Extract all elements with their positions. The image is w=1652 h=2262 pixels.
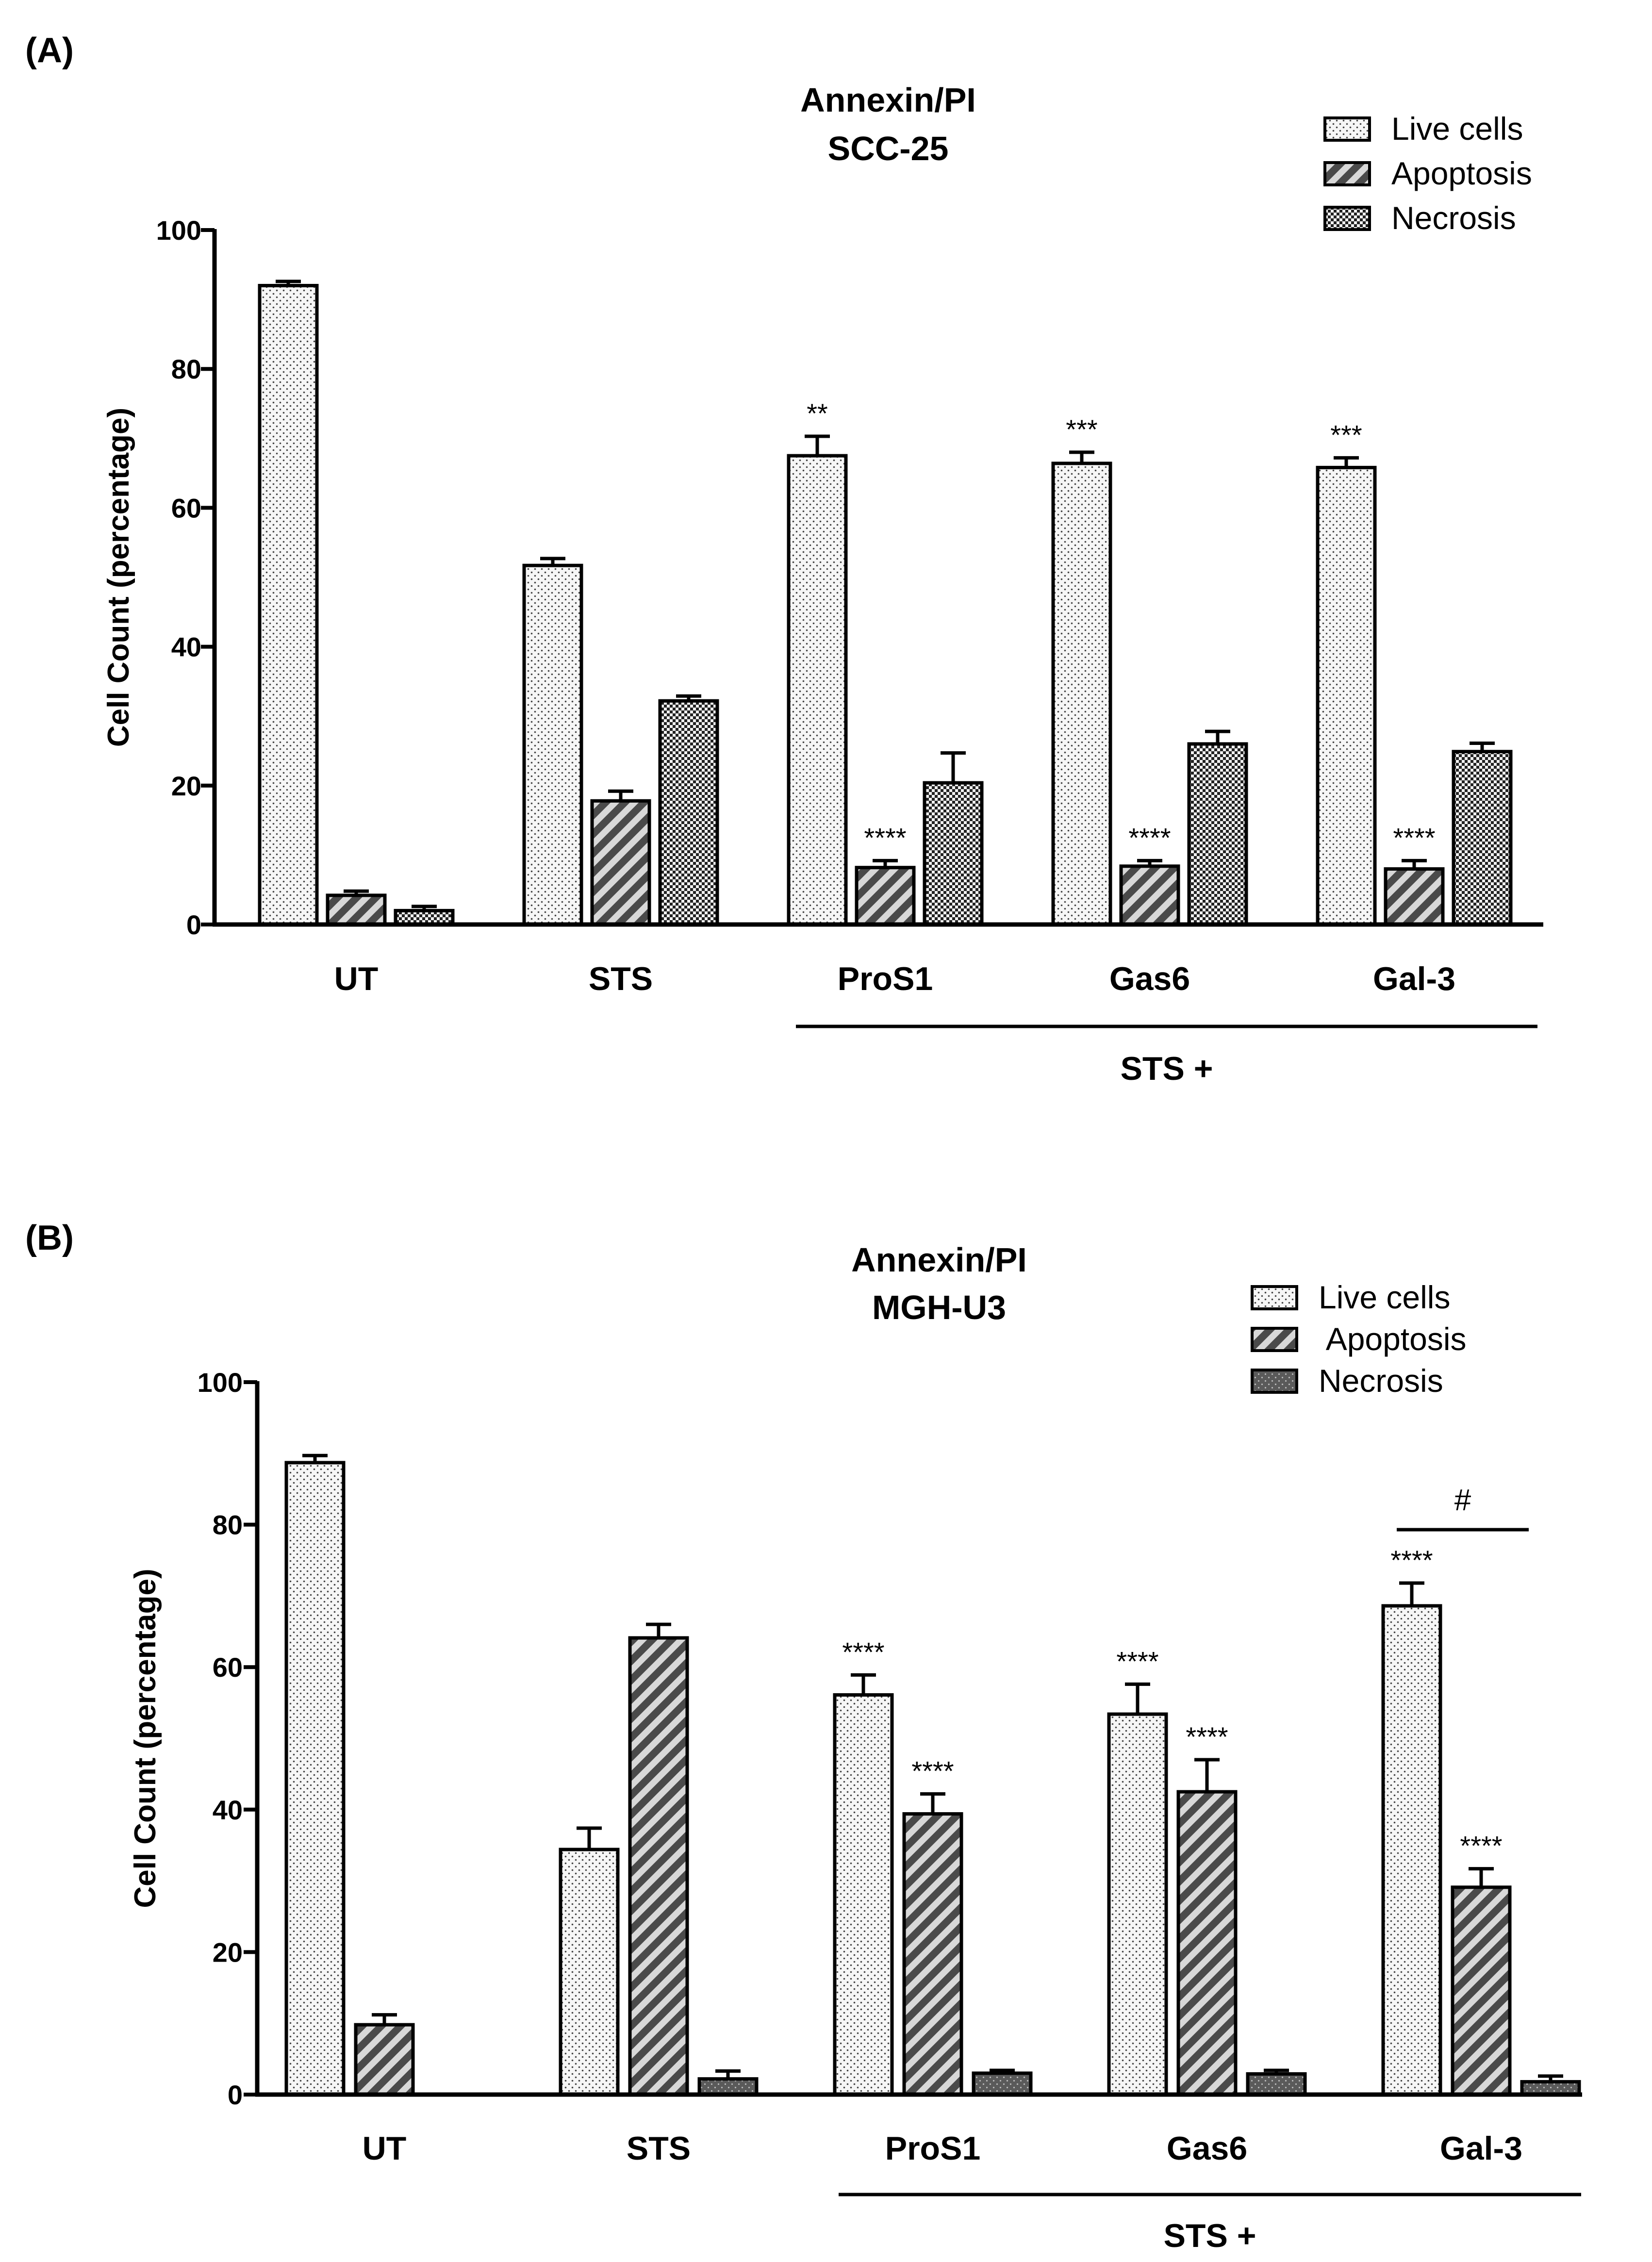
- x-tick-label: Gas6: [1109, 960, 1190, 997]
- bar-checker-Gal-3: [1452, 750, 1513, 926]
- significance-marker: ****: [1116, 1646, 1158, 1676]
- bar-dots-Gas6: [1051, 462, 1112, 926]
- legend-swatch: [1323, 116, 1371, 142]
- panel-label: (A): [25, 31, 74, 70]
- bar-diagonal-stripes-UT: [354, 2023, 415, 2097]
- bar-checker-Gas6: [1187, 742, 1248, 926]
- bar-dots-Gal-3: [1381, 1604, 1442, 2097]
- significance-marker: **: [807, 398, 828, 429]
- legend-label: Apoptosis: [1319, 1321, 1467, 1357]
- significance-marker: ***: [1066, 414, 1097, 445]
- x-tick-label: Gal-3: [1440, 2130, 1522, 2167]
- significance-marker: ****: [1393, 822, 1435, 853]
- x-tick-label: ProS1: [838, 960, 933, 997]
- legend-label: Necrosis: [1319, 1363, 1443, 1399]
- panel-label: (B): [25, 1219, 74, 1257]
- bar-dots-STS: [559, 1848, 620, 2097]
- x-tick-label: UT: [363, 2130, 407, 2167]
- y-tick-label: 0: [228, 2080, 243, 2110]
- legend-swatch: [1251, 1327, 1298, 1352]
- significance-marker: ***: [1330, 419, 1362, 450]
- bar-dots-STS: [522, 563, 583, 926]
- y-tick-label: 100: [198, 1367, 243, 1398]
- legend-swatch: [1251, 1369, 1298, 1394]
- bar-dots-Gas6: [1107, 1712, 1168, 2097]
- legend-label: Live cells: [1319, 1279, 1450, 1315]
- group-bracket-label: STS +: [1164, 2217, 1256, 2254]
- legend-label: Apoptosis: [1391, 155, 1532, 191]
- group-bracket-label: STS +: [1121, 1050, 1213, 1087]
- bar-diagonal-stripes-Gas6: [1176, 1790, 1238, 2097]
- bar-dark-dots-Gas6: [1246, 2072, 1307, 2097]
- chart-title: Annexin/PI: [800, 81, 976, 119]
- significance-marker: ****: [1460, 1831, 1502, 1861]
- legend-swatch: [1323, 161, 1371, 186]
- bar-diagonal-stripes-ProS1: [902, 1812, 963, 2097]
- x-tick-label: ProS1: [885, 2130, 981, 2167]
- panel-a-chart: (A) Annexin/PI SCC-25 0 20 40 60 80 100 Cell Coun…: [25, 31, 1543, 1087]
- legend-swatch: [1251, 1285, 1298, 1310]
- bar-checker-STS: [658, 699, 719, 926]
- bar-diagonal-stripes-ProS1: [855, 866, 916, 926]
- significance-marker: ****: [1128, 822, 1171, 853]
- chart-subtitle: MGH-U3: [872, 1288, 1006, 1326]
- significance-marker: ****: [911, 1756, 954, 1786]
- chart-subtitle: SCC-25: [828, 130, 949, 167]
- bar-checker-ProS1: [923, 781, 984, 926]
- bar-diagonal-stripes-Gal-3: [1451, 1885, 1512, 2097]
- bar-dots-UT: [258, 283, 319, 926]
- bar-dots-ProS1: [787, 454, 848, 926]
- x-tick-label: Gas6: [1167, 2130, 1247, 2167]
- y-tick-label: 0: [186, 909, 201, 940]
- bar-diagonal-stripes-Gal-3: [1384, 867, 1445, 926]
- chart-title: Annexin/PI: [851, 1241, 1027, 1279]
- y-tick-label: 80: [171, 354, 201, 384]
- significance-marker: ****: [842, 1636, 884, 1667]
- y-tick-label: 100: [156, 215, 201, 246]
- significance-marker: ****: [1390, 1545, 1433, 1575]
- significance-marker: ****: [864, 822, 906, 853]
- legend-label: Live cells: [1391, 111, 1523, 147]
- bar-dark-dots-ProS1: [972, 2071, 1033, 2097]
- y-axis-label: Cell Count (percentage): [129, 1569, 162, 1908]
- x-tick-label: STS: [627, 2130, 691, 2167]
- bar-dots-Gal-3: [1316, 465, 1377, 926]
- x-tick-label: UT: [334, 960, 379, 997]
- y-tick-label: 40: [171, 632, 201, 662]
- x-tick-label: Gal-3: [1373, 960, 1455, 997]
- y-tick-label: 60: [213, 1652, 243, 1683]
- comparison-marker: #: [1454, 1484, 1471, 1517]
- x-tick-label: STS: [589, 960, 653, 997]
- y-tick-label: 20: [213, 1937, 243, 1967]
- legend-label: Necrosis: [1391, 200, 1516, 236]
- y-tick-label: 60: [171, 493, 201, 523]
- y-tick-label: 80: [213, 1510, 243, 1540]
- bar-diagonal-stripes-STS: [590, 799, 651, 926]
- bar-diagonal-stripes-STS: [628, 1636, 689, 2097]
- bar-dots-ProS1: [833, 1693, 894, 2097]
- y-axis-label: Cell Count (percentage): [102, 408, 135, 747]
- legend-swatch: [1323, 206, 1371, 231]
- y-tick-label: 20: [171, 771, 201, 801]
- panel-b-chart: (B) Annexin/PI MGH-U3 0 20 40 60 80 100 Cell Coun…: [25, 1219, 1582, 2254]
- bar-diagonal-stripes-UT: [326, 893, 387, 926]
- bar-dark-dots-STS: [697, 2077, 759, 2097]
- bar-diagonal-stripes-Gas6: [1119, 864, 1180, 926]
- significance-marker: ****: [1186, 1721, 1228, 1752]
- bar-dots-UT: [284, 1461, 346, 2097]
- y-tick-label: 40: [213, 1795, 243, 1825]
